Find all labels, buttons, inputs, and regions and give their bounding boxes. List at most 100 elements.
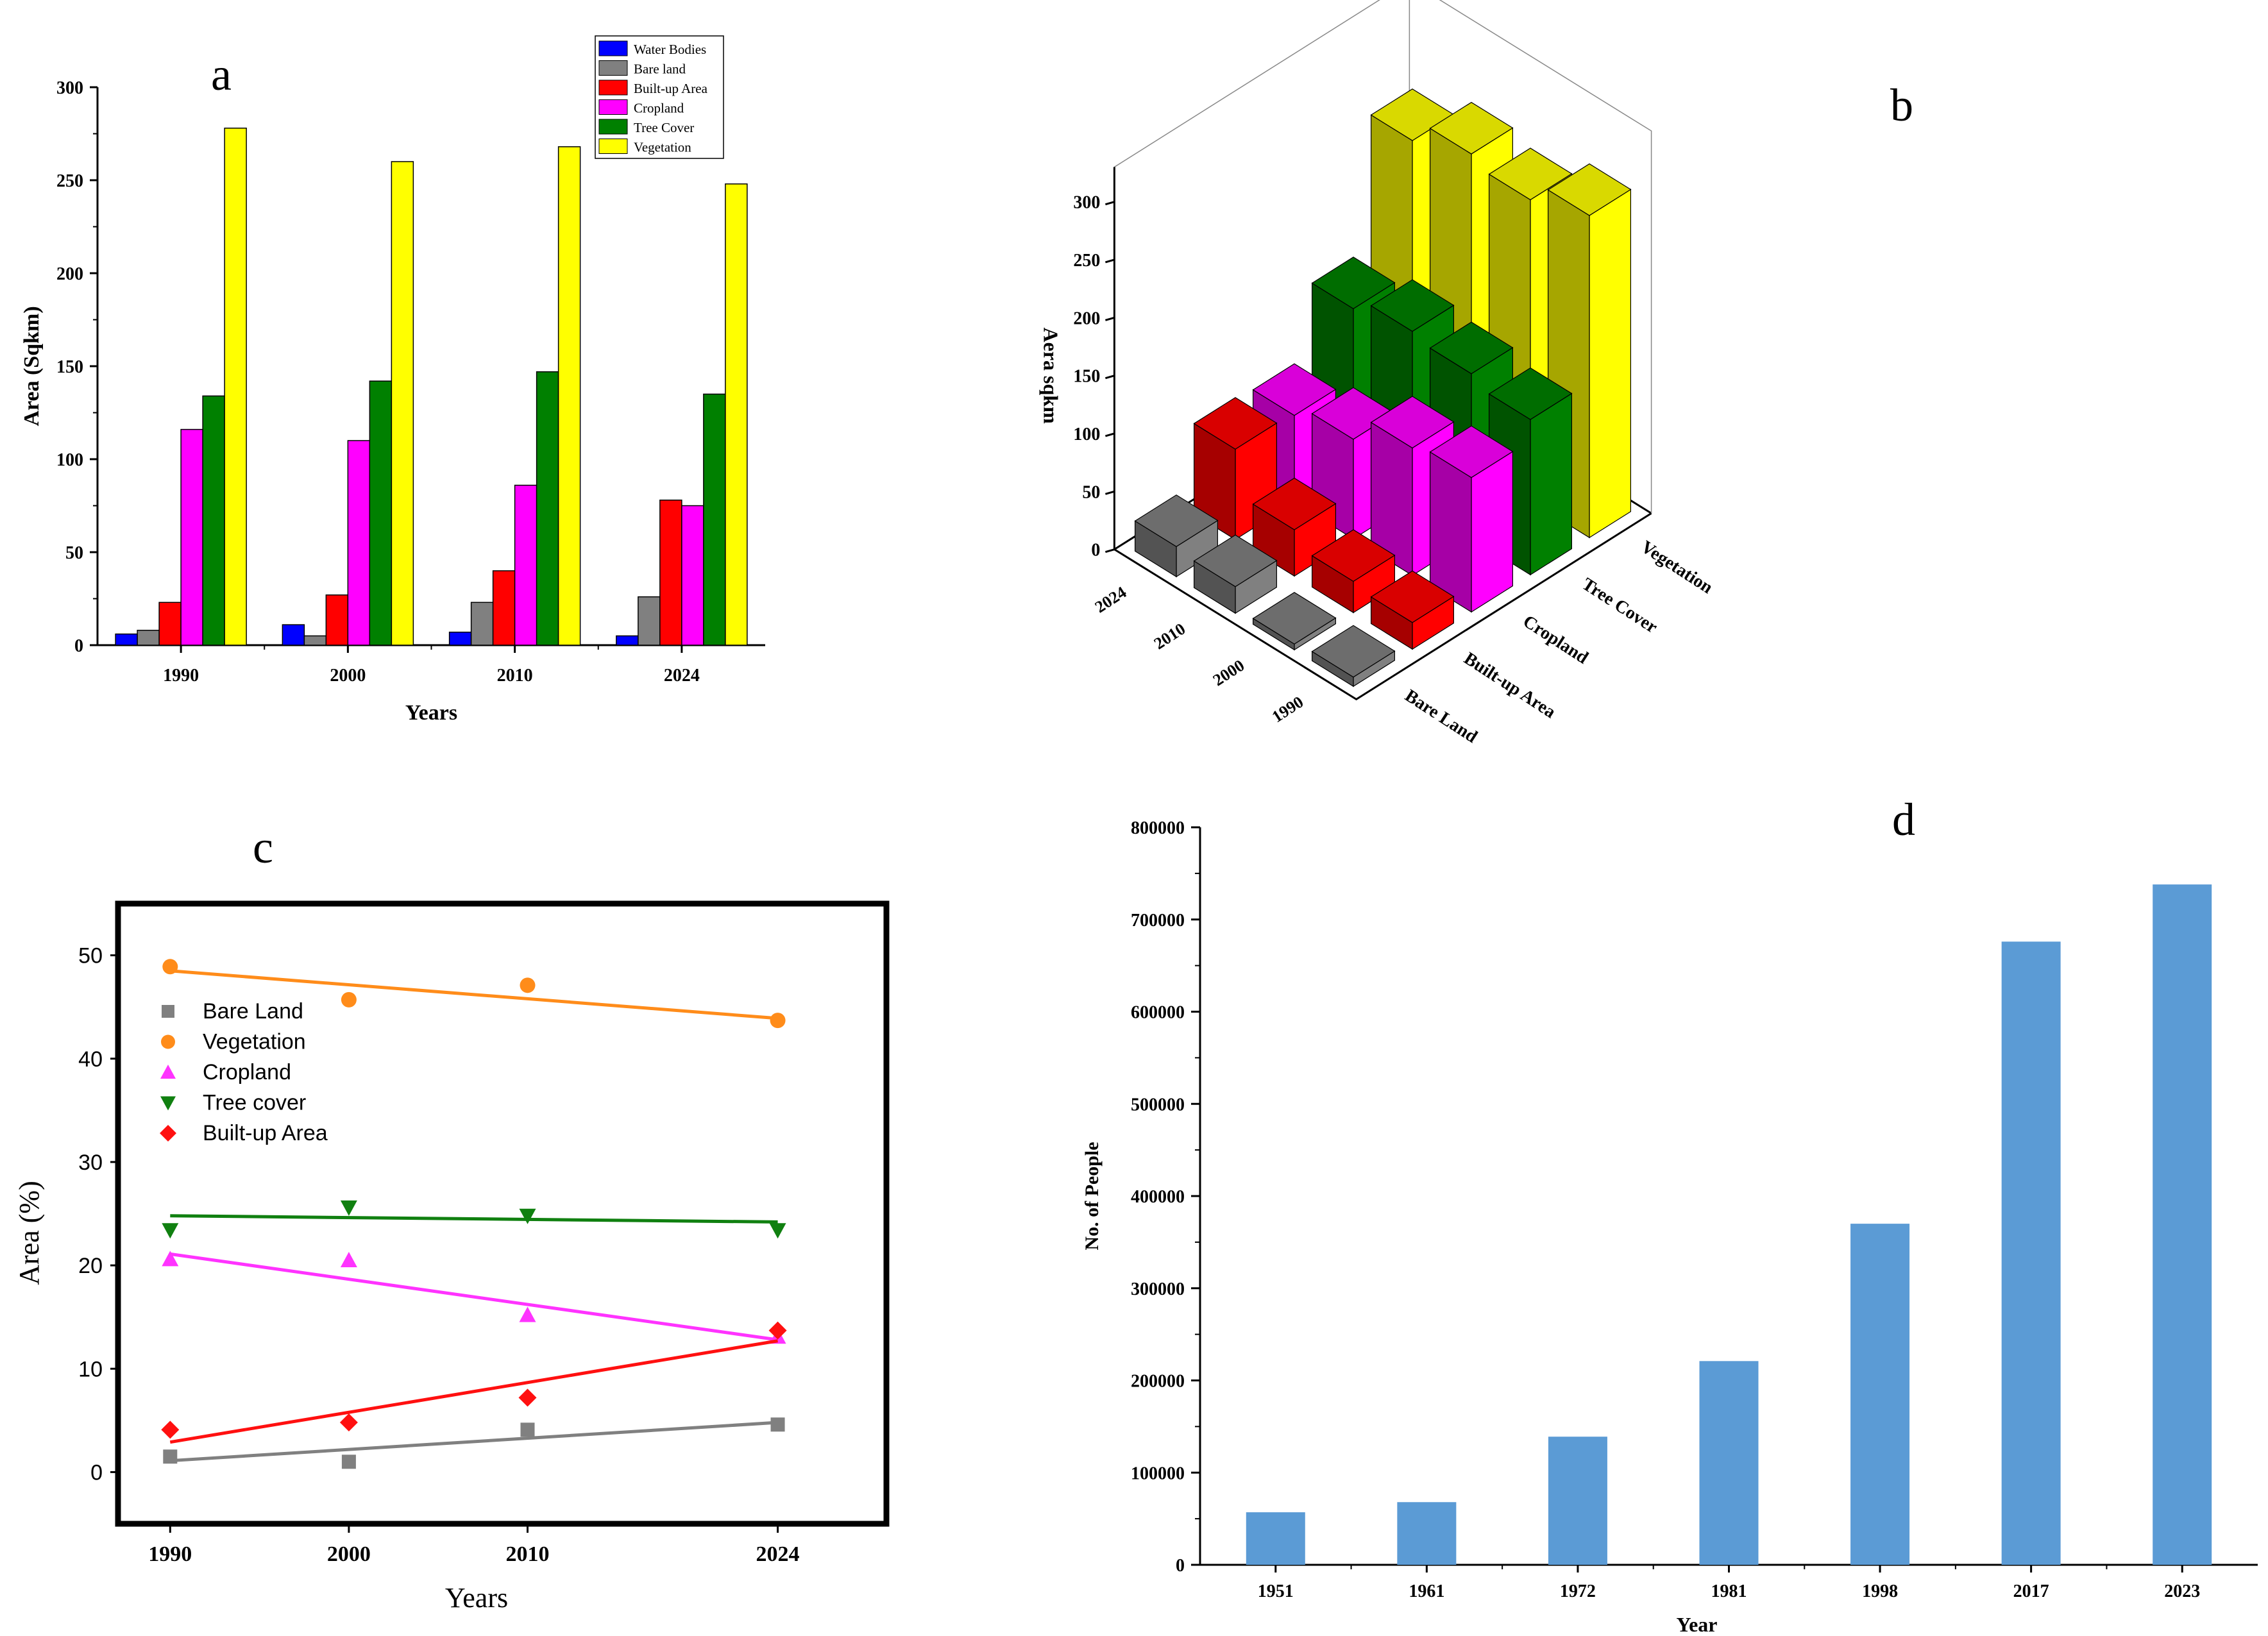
- legend-swatch: [598, 99, 628, 115]
- bar3d-top-face: [1193, 534, 1278, 587]
- bar-vegetation: [557, 146, 581, 646]
- x-tick-label: 1961: [1409, 1581, 1444, 1601]
- point-built-up-area: [161, 1421, 180, 1439]
- y-tick-label: 30: [78, 1151, 103, 1175]
- bar-built-up-area: [325, 594, 349, 646]
- y-tick-label: 100000: [1131, 1463, 1185, 1483]
- bar-vegetation: [224, 128, 247, 646]
- panel-label: b: [1890, 80, 1913, 131]
- y-tick-label: 600000: [1131, 1003, 1185, 1023]
- bar3d-top-face: [1488, 148, 1573, 201]
- year-tick-label: 1990: [1269, 693, 1307, 727]
- point-tree-cover: [519, 1208, 536, 1224]
- z-tick-label: 0: [1091, 541, 1100, 561]
- year-tick-label: 2024: [1092, 583, 1130, 617]
- x-axis-title: Years: [445, 1582, 508, 1614]
- legend-marker: [160, 1096, 176, 1111]
- z-tick-label: 300: [1073, 193, 1100, 213]
- bar-bare-land: [303, 635, 327, 646]
- bar3d-top-face: [1370, 279, 1455, 332]
- point-vegetation: [341, 991, 357, 1008]
- y-axis-title: No. of People: [1081, 1142, 1103, 1250]
- trend-line-vegetation: [170, 969, 778, 1020]
- point-cropland: [340, 1252, 357, 1268]
- point-tree-cover: [162, 1223, 179, 1239]
- bar-vegetation: [391, 161, 414, 646]
- x-tick-label: 1990: [148, 1542, 192, 1566]
- point-built-up-area: [518, 1388, 537, 1407]
- x-tick-label: 1981: [1711, 1581, 1747, 1601]
- z-tick-label: 250: [1073, 251, 1100, 271]
- bar3d-top-face: [1252, 363, 1337, 416]
- legend-label: Built-up Area: [203, 1121, 328, 1145]
- bar3d-top-face: [1547, 163, 1632, 216]
- point-vegetation: [520, 977, 536, 993]
- year-tick-label: 2000: [1210, 656, 1248, 690]
- bar3d-top-face: [1193, 397, 1278, 450]
- x-tick-label: 1951: [1258, 1581, 1294, 1601]
- bar3d-front-face: [1589, 189, 1631, 539]
- chart-b: 0 50 100 150 200 250 300 Aera sqkm 2024 2010 2000 1…: [1039, 0, 1913, 747]
- bar-tree-cover: [703, 393, 726, 646]
- z-tick-mark: [1104, 201, 1115, 206]
- bar3d-top-face: [1429, 321, 1514, 375]
- point-cropland: [162, 1251, 179, 1267]
- bar3d-top-face: [1488, 367, 1573, 420]
- bar-tree-cover: [202, 395, 225, 646]
- legend-swatch: [598, 80, 628, 96]
- point-bare-land: [770, 1417, 785, 1432]
- z-tick-mark: [1104, 548, 1115, 553]
- bar-built-up-area: [492, 570, 516, 646]
- y-tick-label: 50: [78, 944, 103, 968]
- z-axis-title: Aera sqkm: [1039, 328, 1062, 425]
- y-tick-label: 0: [74, 636, 83, 656]
- point-tree-cover: [769, 1223, 786, 1239]
- x-tick-label: 2024: [756, 1542, 800, 1566]
- bar-bare-land: [137, 630, 160, 646]
- x-tick-label: 2000: [327, 1542, 371, 1566]
- bar3d-top-face: [1429, 101, 1514, 155]
- bar-2023: [2153, 884, 2212, 1565]
- class-tick-label: Cropland: [1519, 611, 1592, 668]
- point-bare-land: [520, 1422, 535, 1437]
- y-tick-label: 0: [1176, 1556, 1185, 1576]
- legend-marker: [162, 1005, 174, 1018]
- x-tick-label: 2024: [664, 666, 700, 686]
- z-tick-label: 100: [1073, 425, 1100, 444]
- x-tick-label: 2010: [497, 666, 533, 686]
- point-bare-land: [163, 1449, 178, 1464]
- point-cropland: [519, 1306, 536, 1322]
- bar3d-top-face: [1134, 494, 1219, 547]
- x-tick-label: 1990: [163, 666, 199, 686]
- bar3d-front-face: [1530, 392, 1572, 576]
- y-tick-label: 200000: [1131, 1372, 1185, 1392]
- point-built-up-area: [768, 1321, 787, 1340]
- floor-edge-front: [1113, 512, 1652, 701]
- x-tick-label: 2017: [2013, 1581, 2049, 1601]
- bar-vegetation: [725, 183, 748, 646]
- z-tick-mark: [1104, 490, 1115, 495]
- legend-label: Tree cover: [203, 1091, 306, 1115]
- legend-label: Bare land: [634, 62, 686, 77]
- class-tick-label: Built-up Area: [1460, 648, 1559, 722]
- y-tick-label: 10: [78, 1357, 103, 1381]
- chart-a: 0 50 100 150 200 250 300 1990 2000 2010 2024 Years A…: [20, 35, 765, 725]
- z-tick-label: 50: [1082, 482, 1100, 502]
- point-bare-land: [341, 1455, 356, 1469]
- y-tick-label: 300000: [1131, 1279, 1185, 1299]
- y-tick-label: 800000: [1131, 818, 1185, 838]
- legend-label: Built-up Area: [634, 81, 708, 96]
- bar3d-top-face: [1370, 570, 1455, 623]
- z-tick-mark: [1104, 432, 1115, 437]
- z-tick-label: 150: [1073, 367, 1100, 387]
- y-tick-label: 500000: [1131, 1095, 1185, 1115]
- y-tick-label: 50: [65, 543, 83, 563]
- panel-label: d: [1892, 794, 1915, 845]
- y-axis-title: Area (%): [13, 1181, 45, 1285]
- legend-label: Vegetation: [634, 140, 691, 155]
- legend-marker: [160, 1125, 176, 1142]
- trend-line-tree-cover: [170, 1214, 778, 1224]
- y-tick-label: 20: [78, 1254, 103, 1278]
- bar3d-top-face: [1370, 396, 1455, 449]
